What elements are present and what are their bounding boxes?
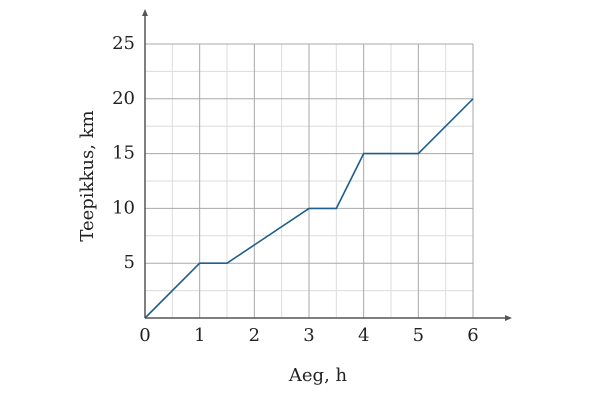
x-tick-label: 5 (413, 325, 424, 346)
x-tick-label: 4 (358, 325, 369, 346)
y-tick-label: 5 (124, 252, 135, 273)
y-axis-label: Teepikkus, km (77, 110, 98, 241)
x-tick-label: 3 (303, 325, 314, 346)
data-line (144, 98, 474, 319)
x-axis-label: Aeg, h (288, 365, 348, 386)
x-tick-label: 6 (467, 325, 478, 346)
x-tick-label: 1 (194, 325, 205, 346)
y-axis-arrow (142, 9, 148, 16)
y-tick-label: 25 (112, 33, 135, 54)
x-tick-label: 0 (139, 325, 150, 346)
y-tick-label: 15 (112, 143, 135, 164)
y-tick-label: 20 (112, 88, 135, 109)
x-axis-arrow (505, 315, 512, 321)
y-tick-label: 10 (112, 197, 135, 218)
x-tick-label: 2 (249, 325, 260, 346)
